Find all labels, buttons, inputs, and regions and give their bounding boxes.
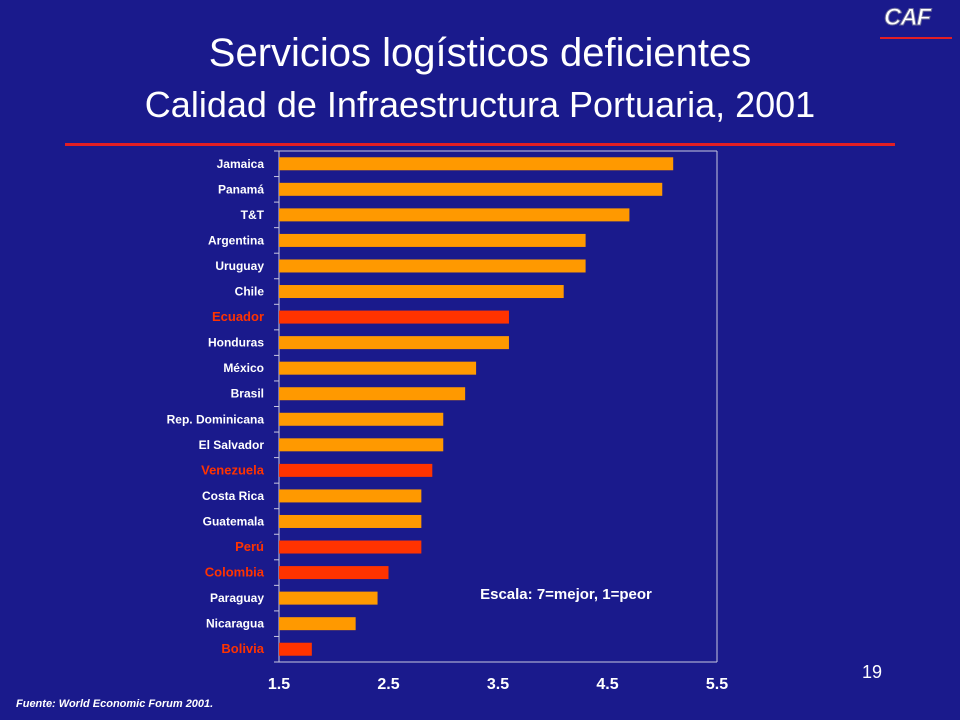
bar-16	[279, 540, 422, 554]
bar-11	[279, 412, 444, 426]
x-tick-label-2: 2.5	[377, 676, 399, 693]
category-label-16: Perú	[235, 539, 264, 554]
category-label-20: Bolivia	[221, 641, 264, 656]
bar-5	[279, 259, 586, 273]
x-tick-label-3: 3.5	[487, 676, 509, 693]
category-labels-group: Jamaica Panamá T&T Argentina Uruguay Chile Ecu…	[167, 157, 265, 656]
x-tick-label-1: 1.5	[268, 676, 290, 693]
bar-4	[279, 233, 586, 247]
bar-14	[279, 489, 422, 503]
logo-underline	[880, 37, 952, 39]
category-label-9: México	[223, 361, 264, 375]
bar-6	[279, 285, 564, 299]
page-number: 19	[862, 662, 883, 682]
bar-19	[279, 617, 356, 631]
category-label-7: Ecuador	[212, 309, 264, 324]
caf-logo: CAF	[883, 4, 931, 32]
slide-title: Servicios logísticos deficientes	[208, 31, 752, 75]
bar-15	[279, 514, 422, 528]
category-label-5: Uruguay	[215, 259, 264, 273]
bar-13	[279, 463, 433, 477]
x-tick-labels-group: 1.5 2.5 3.5 4.5 5.5	[268, 676, 728, 693]
category-label-19: Nicaragua	[206, 617, 264, 631]
slide-subtitle: Calidad de Infraestructura Portuaria, 20…	[144, 84, 816, 125]
bar-12	[279, 438, 444, 452]
x-tick-label-5: 5.5	[706, 676, 728, 693]
category-label-12: El Salvador	[199, 438, 265, 452]
category-label-14: Costa Rica	[202, 489, 264, 503]
category-label-6: Chile	[235, 285, 265, 299]
bar-3	[279, 208, 630, 222]
bar-8	[279, 336, 509, 350]
category-label-1: Jamaica	[217, 157, 265, 171]
bar-17	[279, 566, 389, 580]
bar-10	[279, 387, 466, 401]
bar-18	[279, 591, 378, 605]
bar-1	[279, 157, 674, 171]
category-label-2: Panamá	[218, 182, 264, 196]
title-divider	[65, 143, 895, 146]
category-label-15: Guatemala	[203, 514, 265, 528]
category-label-17: Colombia	[205, 565, 265, 580]
bar-9	[279, 361, 477, 375]
bar-20	[279, 642, 312, 656]
category-label-10: Brasil	[231, 387, 264, 401]
bar-7	[279, 310, 509, 324]
category-label-11: Rep. Dominicana	[167, 412, 265, 426]
category-label-18: Paraguay	[210, 591, 264, 605]
x-tick-label-4: 4.5	[596, 676, 618, 693]
category-label-4: Argentina	[208, 233, 264, 247]
category-label-13: Venezuela	[201, 462, 265, 477]
source-note: Fuente: World Economic Forum 2001.	[16, 698, 214, 710]
bars-group	[279, 157, 674, 656]
bar-2	[279, 182, 663, 196]
category-label-8: Honduras	[208, 336, 264, 350]
scale-annotation: Escala: 7=mejor, 1=peor	[480, 586, 652, 603]
category-label-3: T&T	[241, 208, 265, 222]
